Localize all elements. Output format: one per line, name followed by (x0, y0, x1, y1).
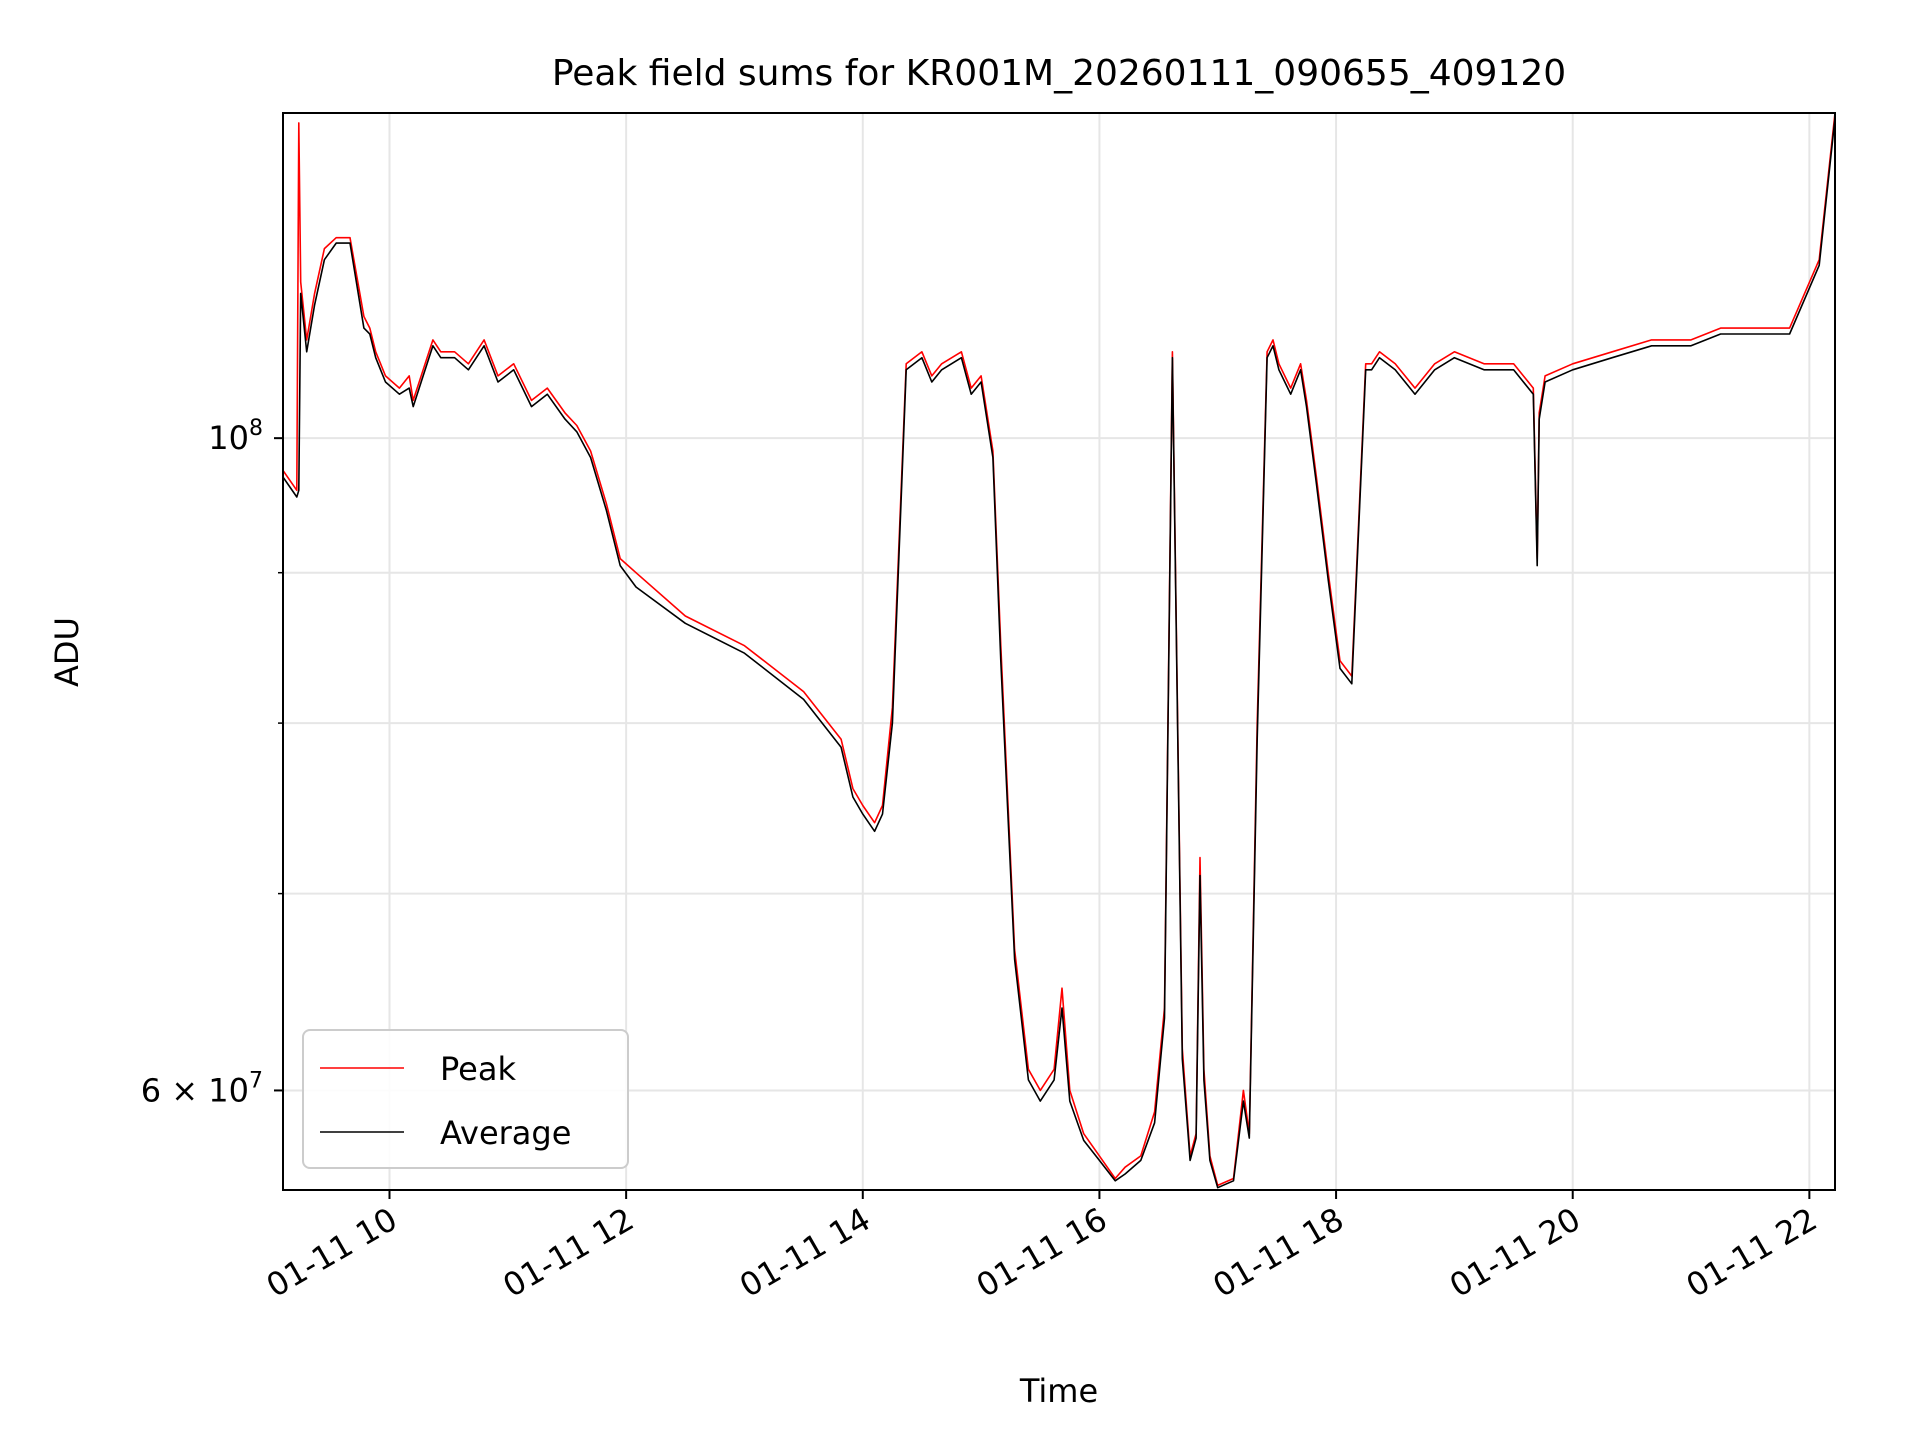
legend-label-average: Average (440, 1114, 571, 1152)
chart-title: Peak field sums for KR001M_20260111_0906… (552, 53, 1566, 94)
legend-box (302, 1029, 629, 1169)
y-tick-label-base: 10 (208, 419, 249, 457)
x-axis-label: Time (1019, 1372, 1098, 1410)
legend-label-peak: Peak (440, 1050, 516, 1088)
legend: Peak Average (302, 1029, 629, 1169)
plot-frame (282, 112, 1836, 1191)
y-tick-label-exponent: 7 (249, 1068, 263, 1093)
y-tick-label-base: 6 × 10 (141, 1071, 249, 1109)
y-tick-label: 6 × 107 (141, 1068, 263, 1109)
series-line-peak (283, 113, 1835, 1187)
series-line-average (283, 117, 1835, 1189)
y-axis-label: ADU (48, 617, 86, 687)
grid-layer (283, 113, 1835, 1190)
y-tick-label: 108 (208, 416, 263, 457)
y-tick-label-exponent: 8 (249, 416, 263, 441)
series-layer (283, 113, 1835, 1189)
